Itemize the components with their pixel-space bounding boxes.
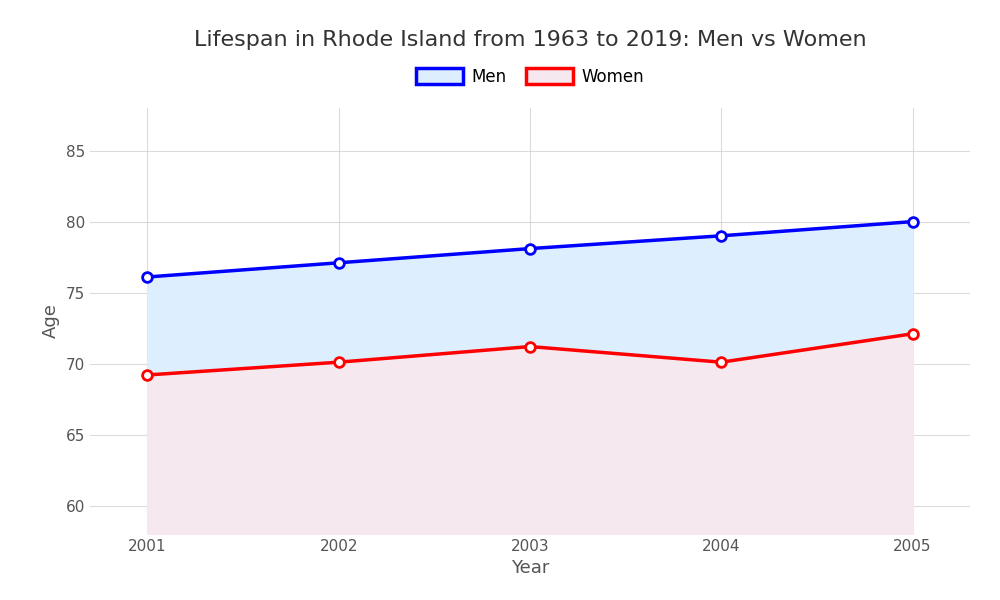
Y-axis label: Age: Age: [42, 304, 60, 338]
X-axis label: Year: Year: [511, 559, 549, 577]
Legend: Men, Women: Men, Women: [409, 61, 651, 92]
Title: Lifespan in Rhode Island from 1963 to 2019: Men vs Women: Lifespan in Rhode Island from 1963 to 20…: [194, 29, 866, 49]
